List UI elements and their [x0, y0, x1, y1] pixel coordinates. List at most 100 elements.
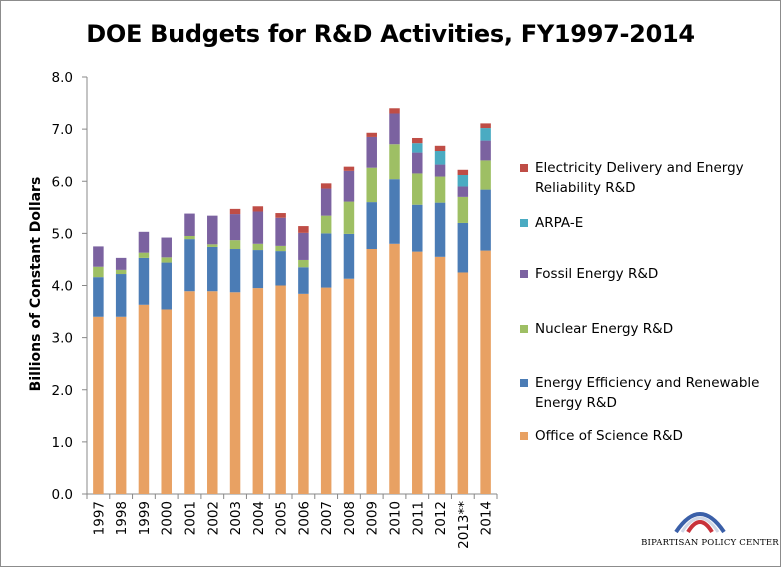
bar-segment [480, 140, 491, 161]
legend-label: Energy Efficiency and Renewable Energy R… [535, 375, 760, 411]
x-tick-label: 1997 [91, 501, 107, 535]
bar-segment [480, 123, 491, 129]
legend-swatch [520, 164, 528, 172]
bar-segment [184, 291, 195, 494]
bar-segment [229, 214, 241, 241]
bar-segment [184, 239, 195, 292]
bar-segment [275, 217, 286, 246]
bar-segment [161, 257, 172, 263]
bar-segment [138, 304, 150, 494]
x-tick-label: 2009 [365, 501, 381, 535]
bar-segment [412, 152, 423, 174]
bar-segment [184, 235, 195, 240]
bar-segment [252, 243, 264, 251]
bar-segment [252, 250, 264, 289]
bar-segment [366, 202, 377, 250]
bar-segment [389, 108, 400, 114]
x-tick-label: 2001 [183, 501, 199, 535]
arcs-logo-icon [674, 512, 726, 534]
bar-segment [480, 128, 491, 141]
bar-segment [298, 226, 309, 233]
bar-segment [389, 144, 400, 180]
bar-segment [434, 164, 446, 177]
bar-segment [138, 231, 150, 253]
x-tick-label: 2002 [205, 501, 221, 535]
legend-item-nuclear: Nuclear Energy R&D [520, 319, 770, 339]
bar-segment [207, 291, 218, 494]
bar-segment [207, 246, 218, 292]
legend-item-electricity: Electricity Delivery and Energy Reliabil… [520, 158, 770, 198]
bar-segment [229, 249, 241, 293]
x-tick-label: 2008 [342, 501, 358, 535]
legend-swatch [520, 379, 528, 387]
logo-text: BIPARTISAN POLICY CENTER [641, 538, 779, 548]
bipartisan-policy-center-logo: BIPARTISAN POLICY CENTER [630, 498, 779, 548]
bar-segment [93, 246, 104, 267]
bar-segment [184, 213, 195, 236]
bar-segment [298, 293, 309, 494]
legend-item-arpa-e: ARPA-E [520, 213, 770, 233]
bar-segment [366, 167, 377, 203]
bar-segment [366, 136, 377, 168]
legend-swatch [520, 432, 528, 440]
legend-label: Office of Science R&D [535, 428, 683, 444]
legend-item-office-of-science: Office of Science R&D [520, 426, 770, 446]
bar-segment [161, 309, 172, 494]
bar-segment [480, 189, 491, 251]
x-tick-label: 2013** [456, 501, 472, 549]
bar-segment [252, 288, 264, 494]
x-tick-label: 2010 [388, 501, 404, 535]
y-tick-label: 8.0 [52, 70, 73, 86]
bar-segment [161, 262, 172, 310]
bar-segment [343, 233, 355, 279]
bar-segment [161, 237, 172, 258]
bar-segment [389, 243, 400, 494]
bar-segment [93, 277, 104, 317]
bar-segment [275, 245, 286, 252]
x-tick-label: 2006 [296, 501, 312, 535]
y-tick-label: 4.0 [52, 279, 73, 295]
x-tick-label: 2000 [160, 501, 176, 535]
bar-segment [298, 259, 309, 268]
bar-segment [343, 278, 355, 494]
bar-segment [434, 176, 446, 203]
x-tick-label: 2014 [479, 501, 495, 535]
x-tick-label: 2003 [228, 501, 244, 535]
bar-segment [366, 249, 377, 494]
bar-segment [412, 173, 423, 205]
bar-segment [298, 232, 309, 260]
y-tick-label: 6.0 [52, 174, 73, 190]
bar-segment [275, 213, 286, 218]
x-tick-label: 2004 [251, 501, 267, 535]
chart-title: DOE Budgets for R&D Activities, FY1997-2… [86, 20, 695, 48]
bar-segment [229, 292, 241, 494]
y-tick-label: 2.0 [52, 383, 73, 399]
bar-segment [434, 202, 446, 257]
x-tick-label: 2012 [433, 501, 449, 535]
x-tick-label: 2011 [410, 501, 426, 535]
bar-segment [115, 274, 127, 317]
y-tick-label: 5.0 [52, 226, 73, 242]
legend-swatch [520, 219, 528, 227]
x-tick-label: 2005 [274, 501, 290, 535]
bar-segment [320, 215, 332, 234]
bar-segment [115, 257, 127, 270]
legend-label: ARPA-E [535, 215, 584, 231]
bar-segment [457, 196, 469, 223]
bar-segment [93, 266, 104, 278]
bar-segment [457, 186, 469, 197]
bar-segment [298, 267, 309, 294]
bar-segment [480, 160, 491, 190]
bar-segment [412, 204, 423, 252]
bar-segment [343, 201, 355, 234]
bar-segment [229, 240, 241, 250]
bar-segment [252, 206, 264, 212]
bar-segment [115, 316, 127, 494]
bar-segment [320, 183, 332, 189]
bar-segment [138, 252, 150, 258]
bar-segment [434, 151, 446, 165]
legend-label: Fossil Energy R&D [535, 266, 659, 282]
bar-segment [434, 145, 446, 152]
x-tick-label: 2007 [319, 501, 335, 535]
